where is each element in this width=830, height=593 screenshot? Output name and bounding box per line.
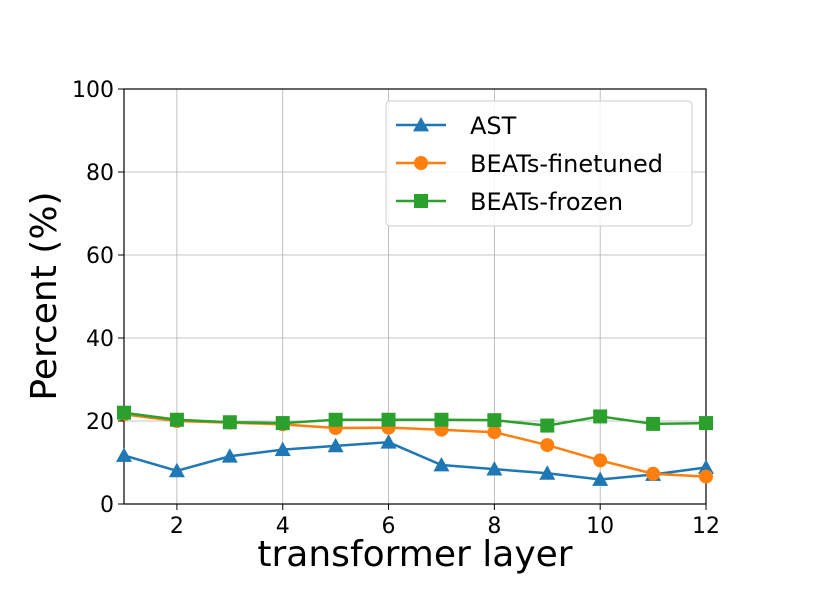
x-tick-label: 6 — [382, 514, 396, 539]
series-line — [123, 413, 707, 478]
x-tick-label: 12 — [692, 514, 720, 539]
data-point — [117, 405, 131, 420]
data-point — [275, 416, 290, 431]
data-point — [593, 409, 608, 424]
x-ticks: 2 4 6 8 10 12 — [170, 504, 720, 539]
data-point — [540, 438, 555, 453]
data-point — [699, 416, 713, 431]
legend-entry: AST — [396, 112, 517, 140]
legend-label: AST — [470, 112, 517, 140]
data-point — [486, 461, 503, 476]
y-tick-label: 40 — [86, 327, 114, 352]
series-line — [123, 411, 707, 427]
x-tick-label: 10 — [586, 514, 614, 539]
data-point — [222, 415, 237, 430]
data-point — [593, 453, 608, 468]
x-tick-label: 4 — [276, 514, 290, 539]
x-tick-label: 2 — [170, 514, 184, 539]
series-ast — [116, 434, 714, 486]
legend-marker — [413, 117, 429, 132]
data-point — [169, 412, 184, 427]
data-point — [168, 462, 185, 478]
data-point — [487, 413, 502, 428]
data-point — [646, 466, 661, 481]
y-tick-label: 20 — [86, 410, 114, 435]
data-point — [328, 412, 343, 427]
data-point — [274, 441, 291, 457]
data-point — [380, 434, 397, 449]
legend-marker — [414, 156, 428, 170]
y-tick-label: 80 — [86, 161, 114, 186]
y-tick-label: 0 — [100, 493, 114, 518]
series-beats-frozen — [117, 405, 713, 433]
y-tick-label: 60 — [86, 244, 114, 269]
data-point — [539, 465, 556, 480]
y-axis-title: Percent (%) — [24, 191, 65, 400]
series-layer — [116, 405, 714, 486]
data-point — [540, 418, 555, 433]
legend-box — [385, 100, 693, 227]
series-line — [123, 440, 707, 481]
legend-label: BEATs-frozen — [470, 188, 623, 216]
data-point — [433, 456, 450, 472]
data-point — [487, 425, 502, 440]
y-tick-label: 100 — [72, 78, 114, 103]
data-point — [698, 459, 714, 474]
data-point — [327, 437, 344, 453]
legend: AST BEATs-finetuned BEATs-frozen — [385, 100, 693, 227]
legend-marker — [414, 194, 428, 208]
x-tick-label: 8 — [487, 514, 501, 539]
data-point — [116, 447, 132, 462]
legend-label: BEATs-finetuned — [470, 150, 663, 178]
axes-frame — [123, 88, 707, 505]
data-point — [221, 448, 238, 463]
data-point — [646, 416, 661, 431]
legend-entry: BEATs-finetuned — [396, 150, 663, 178]
legend-entry: BEATs-frozen — [396, 188, 623, 216]
data-point — [434, 412, 449, 427]
data-point — [381, 412, 396, 427]
data-point — [699, 469, 713, 484]
data-point — [592, 471, 609, 486]
x-axis-title: transformer layer — [257, 534, 572, 575]
y-ticks: 0 20 40 60 80 100 — [72, 78, 124, 518]
